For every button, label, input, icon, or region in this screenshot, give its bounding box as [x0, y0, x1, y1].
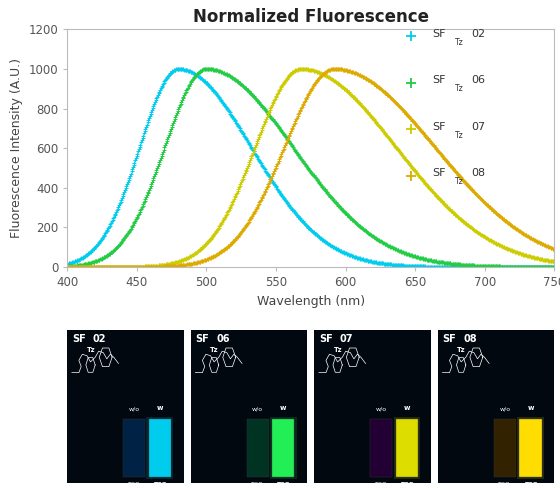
Text: Tz: Tz — [334, 346, 342, 352]
Text: Tz: Tz — [210, 346, 218, 352]
Text: 07: 07 — [472, 122, 486, 132]
Text: 02: 02 — [93, 334, 106, 345]
Bar — [270, 417, 297, 479]
Text: 06: 06 — [472, 76, 486, 85]
Text: SF: SF — [72, 334, 86, 345]
Bar — [272, 419, 295, 477]
Text: w/o: w/o — [500, 406, 510, 411]
Text: TCO: TCO — [277, 482, 290, 487]
Text: w/o: w/o — [252, 406, 263, 411]
Bar — [147, 417, 173, 479]
Y-axis label: Fluorescence Intensity (A.U.): Fluorescence Intensity (A.U.) — [10, 58, 23, 238]
Bar — [394, 417, 421, 479]
Text: 07: 07 — [340, 334, 353, 345]
Text: Tz: Tz — [455, 84, 463, 93]
Text: w: w — [528, 405, 534, 411]
Text: TCO: TCO — [251, 482, 264, 487]
Bar — [247, 419, 269, 477]
Text: SF: SF — [432, 29, 446, 39]
Text: TCO: TCO — [375, 482, 388, 487]
Bar — [370, 419, 393, 477]
Text: Tz: Tz — [455, 177, 463, 186]
Text: 08: 08 — [472, 168, 486, 178]
Text: Tz: Tz — [86, 346, 95, 352]
Text: SF: SF — [432, 76, 446, 85]
Title: Normalized Fluorescence: Normalized Fluorescence — [193, 8, 429, 26]
Text: TCO: TCO — [128, 482, 141, 487]
Text: 02: 02 — [472, 29, 486, 39]
Text: 08: 08 — [464, 334, 477, 345]
X-axis label: Wavelength (nm): Wavelength (nm) — [256, 295, 365, 307]
Text: TCO: TCO — [400, 482, 414, 487]
Text: w/o: w/o — [129, 406, 140, 411]
Text: Tz: Tz — [455, 131, 463, 140]
Text: SF: SF — [195, 334, 209, 345]
Text: w/o: w/o — [376, 406, 387, 411]
Text: TCO: TCO — [524, 482, 538, 487]
Bar — [520, 419, 542, 477]
Bar — [517, 417, 544, 479]
Text: Tz: Tz — [457, 346, 466, 352]
Bar — [149, 419, 171, 477]
Text: w: w — [157, 405, 163, 411]
Text: SF: SF — [319, 334, 333, 345]
Text: 06: 06 — [216, 334, 230, 345]
Text: TCO: TCO — [153, 482, 167, 487]
Text: SF: SF — [432, 168, 446, 178]
Text: TCO: TCO — [498, 482, 511, 487]
Bar — [396, 419, 418, 477]
Text: w: w — [280, 405, 287, 411]
Text: SF: SF — [442, 334, 456, 345]
Text: SF: SF — [432, 122, 446, 132]
Text: Tz: Tz — [455, 38, 463, 47]
Bar — [494, 419, 516, 477]
Text: w: w — [404, 405, 410, 411]
Bar — [123, 419, 145, 477]
